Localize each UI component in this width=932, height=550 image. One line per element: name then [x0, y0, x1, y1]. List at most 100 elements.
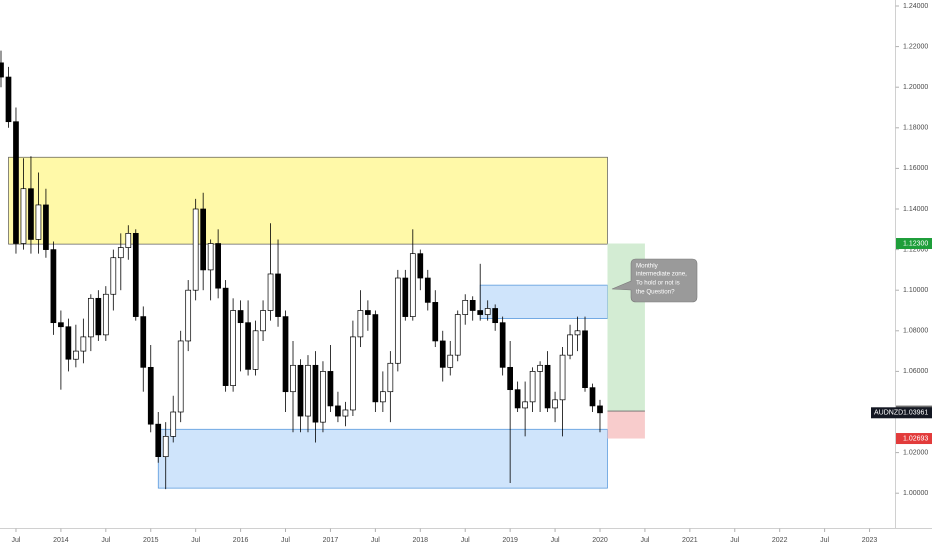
- candle-body: [552, 399, 558, 409]
- candle-body: [267, 273, 274, 311]
- candle-body: [320, 371, 326, 423]
- candle-body: [275, 273, 281, 317]
- candle-body: [110, 257, 117, 295]
- candle-body: [380, 391, 386, 403]
- candle-body: [350, 336, 356, 411]
- candle-body: [589, 387, 596, 407]
- callout-text: Monthly: [636, 263, 659, 270]
- stop-label: 1.02693: [903, 435, 928, 442]
- candle-body: [237, 310, 244, 324]
- candle-body: [58, 322, 64, 328]
- candle-body: [372, 314, 379, 403]
- candle-body: [192, 208, 199, 291]
- x-tick-label: Jul: [371, 537, 380, 544]
- candle-body: [207, 243, 214, 271]
- zones: [8, 156, 645, 489]
- candle-body: [162, 436, 169, 458]
- candle-body: [462, 300, 469, 315]
- candle-body: [514, 389, 521, 409]
- candle-body: [454, 314, 461, 356]
- y-tick-label: 1.16000: [903, 165, 928, 172]
- candle-body: [290, 364, 296, 393]
- x-tick-label: 2015: [143, 537, 159, 544]
- candle-body: [125, 233, 132, 248]
- x-tick-label: Jul: [730, 537, 739, 544]
- candle-body: [170, 411, 177, 437]
- zone: [8, 156, 608, 245]
- candle-body: [492, 308, 499, 324]
- candle-body: [312, 364, 319, 423]
- y-tick-label: 1.22000: [903, 43, 928, 50]
- y-tick-label: 1.00000: [903, 490, 928, 497]
- candle-body: [424, 277, 431, 303]
- candle-body: [0, 62, 4, 78]
- target-label: 1.12300: [903, 240, 928, 247]
- callout: Monthly intermediate zone, To hold or no…: [611, 258, 698, 303]
- candle-body: [544, 364, 551, 409]
- loss-zone: [607, 411, 645, 439]
- x-tick-label: Jul: [551, 537, 560, 544]
- zone: [157, 428, 608, 489]
- callout-text: intermediate zone,: [636, 271, 687, 278]
- x-tick-label: 2016: [233, 537, 249, 544]
- y-tick-label: 1.08000: [903, 328, 928, 335]
- candle-body: [327, 371, 334, 407]
- candle-body: [342, 409, 349, 417]
- x-tick-label: Jul: [461, 537, 470, 544]
- candle-body: [185, 289, 192, 342]
- x-tick-label: 2022: [772, 537, 788, 544]
- candle-body: [432, 302, 439, 342]
- x-tick-label: Jul: [191, 537, 200, 544]
- candle-body: [117, 247, 124, 259]
- candle-body: [409, 253, 416, 317]
- x-tick-label: 2019: [502, 537, 518, 544]
- candle-body: [522, 401, 528, 409]
- candle-body: [35, 204, 42, 240]
- candle-body: [260, 310, 266, 332]
- candle-body: [439, 340, 446, 368]
- y-tick-label: 1.06000: [903, 368, 928, 375]
- y-tick-label: 1.24000: [903, 3, 928, 10]
- last-price-bg: [871, 407, 932, 419]
- x-tick-label: Jul: [101, 537, 110, 544]
- candle-body: [147, 366, 154, 425]
- y-tick-label: 1.02000: [903, 449, 928, 456]
- candles: [0, 50, 603, 490]
- y-tick-label: 1.14000: [903, 206, 928, 213]
- candle-body: [102, 293, 109, 336]
- target-label-bg: [896, 238, 932, 250]
- candle-body: [417, 253, 424, 279]
- candle-body: [402, 277, 409, 317]
- callout-text: the Question?: [636, 289, 675, 296]
- candle-body: [477, 310, 484, 315]
- candle-body: [469, 300, 476, 311]
- x-tick-label: 2023: [862, 537, 878, 544]
- x-tick-label: Jul: [640, 537, 649, 544]
- callout-box: [611, 258, 698, 303]
- y-tick-label: 1.12000: [903, 246, 928, 253]
- callout-text: To hold or not is: [636, 280, 680, 287]
- candle-body: [87, 297, 94, 338]
- candle-body: [43, 204, 49, 250]
- stop-label-bg: [896, 433, 932, 445]
- candle-body: [13, 121, 19, 244]
- candle-body: [222, 287, 229, 386]
- candle-body: [447, 354, 454, 368]
- candle-body: [537, 364, 543, 372]
- candle-body: [230, 310, 236, 386]
- y-tick-label: 1.18000: [903, 125, 928, 132]
- candle-body: [28, 188, 34, 240]
- candle-body: [297, 364, 304, 417]
- candle-body: [597, 405, 603, 414]
- candle-body: [394, 277, 401, 364]
- candle-body: [499, 322, 506, 368]
- x-tick-label: 2021: [682, 537, 698, 544]
- candle-body: [507, 366, 513, 391]
- y-tick-label: 1.20000: [903, 84, 928, 91]
- candle-body: [50, 249, 57, 324]
- x-tick-label: 2017: [323, 537, 339, 544]
- candle-body: [132, 233, 139, 317]
- axes: 1.000001.020001.040001.060001.080001.100…: [11, 3, 932, 544]
- candle-body: [559, 354, 566, 401]
